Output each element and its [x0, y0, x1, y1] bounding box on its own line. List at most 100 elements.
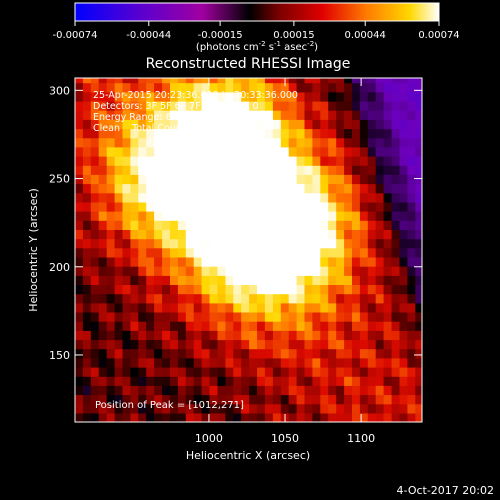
- heatmap-cell: [162, 348, 171, 359]
- heatmap-cell: [177, 137, 187, 148]
- heatmap-cell: [328, 238, 337, 249]
- heatmap-cell: [75, 64, 84, 74]
- heatmap-cell: [201, 403, 211, 414]
- heatmap-cell: [106, 82, 116, 93]
- heatmap-cell: [257, 275, 266, 285]
- heatmap-cell: [233, 376, 242, 386]
- heatmap-cell: [201, 100, 211, 111]
- heatmap-cell: [75, 367, 84, 377]
- heatmap-cell: [328, 100, 337, 111]
- heatmap-cell: [383, 302, 393, 313]
- heatmap-cell: [130, 321, 139, 331]
- heatmap-cell: [288, 357, 298, 368]
- heatmap-cell: [407, 412, 416, 422]
- heatmap-cell: [217, 229, 226, 240]
- heatmap-cell: [209, 165, 218, 175]
- heatmap-cell: [106, 321, 116, 331]
- heatmap-cell: [383, 321, 393, 331]
- heatmap-cell: [328, 339, 337, 350]
- heatmap-cell: [193, 82, 203, 93]
- heatmap-cell: [98, 385, 108, 396]
- heatmap-cell: [130, 311, 139, 322]
- heatmap-cell: [304, 137, 313, 148]
- heatmap-cell: [320, 293, 329, 304]
- heatmap-cell: [375, 367, 385, 377]
- heatmap-cell: [375, 128, 385, 139]
- heatmap-cell: [344, 220, 353, 230]
- heatmap-cell: [82, 403, 92, 414]
- heatmap-cell: [130, 376, 139, 386]
- heatmap-cell: [217, 348, 226, 359]
- heatmap-cell: [320, 403, 329, 414]
- heatmap-cell: [185, 165, 195, 175]
- heatmap-cell: [138, 357, 147, 368]
- heatmap-cell: [130, 330, 139, 341]
- heatmap-cell: [154, 302, 163, 313]
- heatmap-cell: [272, 247, 282, 258]
- heatmap-cell: [280, 394, 290, 405]
- heatmap-cell: [106, 275, 116, 285]
- heatmap-cell: [217, 91, 226, 102]
- heatmap-cell: [114, 403, 124, 414]
- heatmap-cell: [138, 211, 147, 221]
- heatmap-cell: [225, 100, 234, 111]
- heatmap-cell: [344, 385, 353, 396]
- heatmap-cell: [280, 348, 290, 359]
- y-axis-label: Heliocentric Y (arcsec): [27, 188, 40, 312]
- heatmap-cell: [383, 357, 393, 368]
- heatmap-cell: [320, 348, 329, 359]
- heatmap-cell: [177, 238, 187, 249]
- heatmap-cell: [336, 376, 345, 386]
- heatmap-cell: [383, 78, 393, 84]
- heatmap-cell: [352, 201, 361, 212]
- heatmap-cell: [320, 385, 329, 396]
- heatmap-cell: [391, 137, 401, 148]
- heatmap-cell: [367, 302, 377, 313]
- annotation-energy: Energy Range: 6.0 - 12.0 keV: [93, 112, 232, 123]
- heatmap-cell: [225, 238, 234, 249]
- heatmap-cell: [90, 192, 100, 203]
- heatmap-cell: [407, 183, 416, 194]
- heatmap-cell: [177, 100, 187, 111]
- heatmap-cell: [130, 220, 139, 230]
- heatmap-cell: [367, 330, 377, 341]
- heatmap-cell: [241, 302, 250, 313]
- heatmap-cell: [407, 82, 416, 93]
- heatmap-cell: [399, 238, 408, 249]
- heatmap-cell: [130, 367, 139, 377]
- heatmap-cell: [407, 348, 416, 359]
- heatmap-cell: [359, 78, 369, 84]
- heatmap-cell: [391, 229, 401, 240]
- heatmap-cell: [376, 64, 385, 74]
- heatmap-cell: [177, 330, 187, 341]
- heatmap-cell: [415, 229, 422, 240]
- heatmap-cell: [177, 156, 187, 166]
- heatmap-cell: [241, 183, 250, 194]
- heatmap-cell: [367, 403, 377, 414]
- heatmap-cell: [90, 348, 100, 359]
- heatmap-cell: [415, 302, 422, 313]
- heatmap-cell: [352, 367, 361, 377]
- heatmap-cell: [114, 321, 124, 331]
- heatmap-cell: [264, 183, 274, 194]
- heatmap-cell: [241, 137, 250, 148]
- heatmap-cell: [320, 137, 329, 148]
- heatmap-cell: [75, 119, 84, 130]
- heatmap-cell: [177, 229, 187, 240]
- heatmap-cell: [272, 357, 282, 368]
- colorbar: -0.00074 -0.00044 -0.00015 0.00015 0.00044 0.…: [53, 2, 460, 53]
- heatmap-cell: [217, 78, 226, 84]
- heatmap-cell: [193, 211, 203, 221]
- heatmap-cell: [217, 174, 226, 185]
- heatmap-cell: [264, 220, 274, 230]
- heatmap-cell: [122, 192, 131, 203]
- heatmap-cell: [146, 211, 155, 221]
- heatmap-cell: [415, 128, 422, 139]
- heatmap-cell: [193, 247, 203, 258]
- heatmap-cell: [296, 339, 306, 350]
- heatmap-cell: [288, 247, 298, 258]
- heatmap-cell: [170, 192, 179, 203]
- heatmap-cell: [177, 146, 187, 157]
- heatmap-cell: [320, 156, 329, 166]
- heatmap-cell: [170, 238, 179, 249]
